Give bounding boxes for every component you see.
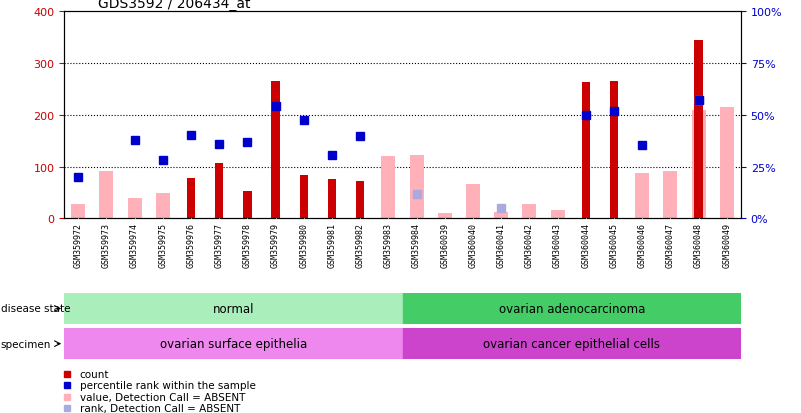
Bar bbox=[215, 164, 223, 219]
Text: value, Detection Call = ABSENT: value, Detection Call = ABSENT bbox=[80, 392, 245, 402]
Bar bbox=[720, 108, 734, 219]
Bar bbox=[64, 293, 403, 324]
Text: ovarian surface epithelia: ovarian surface epithelia bbox=[159, 337, 307, 350]
Bar bbox=[694, 41, 702, 219]
Bar bbox=[64, 328, 403, 359]
Bar bbox=[244, 192, 252, 219]
Bar bbox=[356, 181, 364, 219]
Bar bbox=[663, 171, 678, 219]
Text: GSM360049: GSM360049 bbox=[723, 222, 731, 267]
Text: GSM360039: GSM360039 bbox=[441, 222, 449, 267]
Text: GSM360045: GSM360045 bbox=[610, 222, 618, 267]
Bar bbox=[550, 210, 565, 219]
Text: GSM360047: GSM360047 bbox=[666, 222, 675, 267]
Text: GSM359984: GSM359984 bbox=[412, 222, 421, 267]
Bar bbox=[155, 193, 170, 219]
Text: GSM359983: GSM359983 bbox=[384, 222, 393, 267]
Text: ovarian adenocarcinoma: ovarian adenocarcinoma bbox=[498, 302, 645, 315]
Bar bbox=[272, 82, 280, 219]
Text: count: count bbox=[80, 369, 109, 379]
Text: GSM359981: GSM359981 bbox=[328, 222, 336, 267]
Text: GSM359972: GSM359972 bbox=[74, 222, 83, 267]
Text: GDS3592 / 206434_at: GDS3592 / 206434_at bbox=[98, 0, 251, 12]
Text: GSM359976: GSM359976 bbox=[187, 222, 195, 267]
Text: ovarian cancer epithelial cells: ovarian cancer epithelial cells bbox=[483, 337, 660, 350]
Bar bbox=[381, 157, 396, 219]
Bar bbox=[99, 171, 114, 219]
Text: disease state: disease state bbox=[1, 304, 70, 314]
Bar bbox=[494, 213, 509, 219]
Text: GSM360046: GSM360046 bbox=[638, 222, 646, 267]
Text: rank, Detection Call = ABSENT: rank, Detection Call = ABSENT bbox=[80, 404, 240, 413]
Bar bbox=[438, 214, 452, 219]
Text: GSM360044: GSM360044 bbox=[582, 222, 590, 267]
Text: GSM359979: GSM359979 bbox=[271, 222, 280, 267]
Text: GSM360041: GSM360041 bbox=[497, 222, 505, 267]
Text: GSM359974: GSM359974 bbox=[130, 222, 139, 267]
Text: GSM360040: GSM360040 bbox=[469, 222, 477, 267]
Bar bbox=[403, 328, 741, 359]
Text: GSM360048: GSM360048 bbox=[694, 222, 703, 267]
Text: GSM359975: GSM359975 bbox=[159, 222, 167, 267]
Text: GSM359982: GSM359982 bbox=[356, 222, 364, 267]
Bar bbox=[635, 174, 650, 219]
Bar bbox=[328, 179, 336, 219]
Bar bbox=[522, 205, 537, 219]
Bar bbox=[127, 198, 142, 219]
Text: GSM359973: GSM359973 bbox=[102, 222, 111, 267]
Bar bbox=[403, 293, 741, 324]
Text: normal: normal bbox=[212, 302, 254, 315]
Text: GSM360043: GSM360043 bbox=[553, 222, 562, 267]
Bar bbox=[582, 83, 590, 219]
Text: specimen: specimen bbox=[1, 339, 51, 349]
Text: percentile rank within the sample: percentile rank within the sample bbox=[80, 380, 256, 390]
Text: GSM360042: GSM360042 bbox=[525, 222, 534, 267]
Bar bbox=[466, 184, 480, 219]
Bar bbox=[409, 155, 424, 219]
Bar bbox=[610, 82, 618, 219]
Text: GSM359980: GSM359980 bbox=[300, 222, 308, 267]
Bar bbox=[187, 179, 195, 219]
Text: GSM359977: GSM359977 bbox=[215, 222, 223, 267]
Bar bbox=[691, 111, 706, 219]
Bar bbox=[300, 176, 308, 219]
Bar bbox=[71, 204, 85, 219]
Text: GSM359978: GSM359978 bbox=[243, 222, 252, 267]
